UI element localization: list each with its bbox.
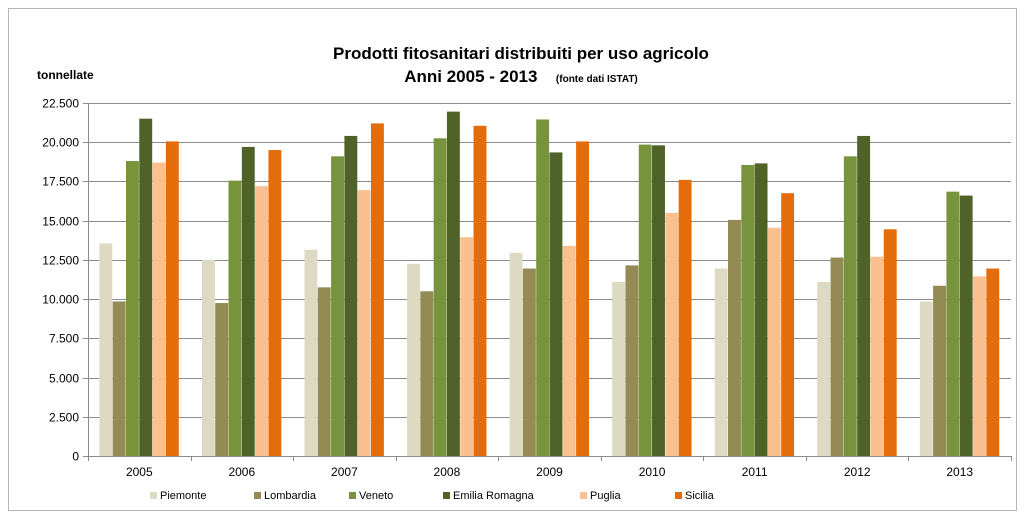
bar <box>304 249 318 456</box>
legend-label: Lombardia <box>264 490 317 502</box>
legend-label: Veneto <box>359 490 393 502</box>
bar <box>870 256 884 456</box>
bar <box>625 265 639 456</box>
bars <box>99 111 1000 457</box>
x-tick-label: 2011 <box>742 465 768 479</box>
bar <box>344 135 358 456</box>
y-tick-label: 7.500 <box>49 332 79 346</box>
legend-swatch <box>580 492 587 499</box>
bar <box>883 229 897 456</box>
bar <box>201 259 215 456</box>
bar <box>473 125 487 456</box>
bar <box>407 263 420 456</box>
bar <box>830 257 844 456</box>
bar-chart: Prodotti fitosanitari distribuiti per us… <box>37 44 1012 502</box>
bar <box>714 268 728 456</box>
bar <box>165 141 179 456</box>
chart-frame: Prodotti fitosanitari distribuiti per us… <box>8 8 1017 511</box>
bar <box>331 156 344 456</box>
y-tick-label: 22.500 <box>42 97 79 111</box>
axes: 0 2.500 5.000 7.500 10.000 12.500 15.000 17.500… <box>42 97 1012 479</box>
bar <box>99 243 113 456</box>
bar <box>562 245 576 456</box>
bar <box>767 227 781 456</box>
bar <box>139 118 153 456</box>
y-tick-label: 5.000 <box>49 372 79 386</box>
bar <box>986 268 1000 456</box>
y-tick-label: 15.000 <box>42 215 79 229</box>
source-note: (fonte dati ISTAT) <box>556 74 638 85</box>
bar <box>268 150 282 456</box>
chart-subtitle-line: Anni 2005 - 2013 (fonte dati ISTAT) <box>404 67 638 86</box>
y-tick-label: 20.000 <box>42 136 79 150</box>
bar <box>665 212 679 456</box>
bar <box>228 180 242 456</box>
bar <box>509 252 523 456</box>
legend-swatch <box>349 492 356 499</box>
x-tick-label: 2010 <box>639 465 666 479</box>
legend-swatch <box>675 492 682 499</box>
y-tick-label: 12.500 <box>42 254 79 268</box>
legend-swatch <box>254 492 261 499</box>
x-tick-label: 2007 <box>331 465 358 479</box>
bar <box>317 287 331 456</box>
bar <box>741 164 755 456</box>
legend-label: Piemonte <box>160 490 206 502</box>
y-tick-label: 0 <box>72 450 79 464</box>
legend-swatch <box>150 492 157 499</box>
legend-label: Puglia <box>590 490 621 502</box>
bar <box>460 237 474 456</box>
bar <box>576 141 589 456</box>
y-tick-label: 17.500 <box>42 175 79 189</box>
bar <box>433 138 447 457</box>
bar <box>357 190 371 456</box>
bar <box>612 281 626 456</box>
bar <box>215 303 229 456</box>
bar <box>549 152 563 457</box>
x-tick-label: 2006 <box>228 465 255 479</box>
bar <box>843 156 857 456</box>
bar <box>522 268 536 456</box>
bar <box>446 111 460 456</box>
bar <box>857 135 871 456</box>
bar <box>112 301 126 456</box>
bar <box>255 186 269 456</box>
bar <box>152 162 166 456</box>
bar <box>125 161 139 457</box>
bar <box>781 193 795 456</box>
x-tick-label: 2012 <box>844 465 871 479</box>
bar <box>817 281 831 456</box>
x-tick-label: 2009 <box>536 465 563 479</box>
legend-label: Sicilia <box>685 490 715 502</box>
bar <box>370 123 384 457</box>
bar <box>946 191 960 456</box>
bar <box>420 291 434 456</box>
bar <box>933 285 947 456</box>
y-tick-label: 10.000 <box>42 293 79 307</box>
bar <box>728 219 741 456</box>
bar <box>652 145 665 457</box>
bar <box>973 276 986 456</box>
x-tick-label: 2013 <box>946 465 973 479</box>
bar <box>536 119 550 456</box>
y-tick-label: 2.500 <box>49 411 79 425</box>
legend-swatch <box>443 492 450 499</box>
bar <box>754 163 768 456</box>
x-tick-label: 2005 <box>126 465 153 479</box>
x-tick-label: 2008 <box>434 465 461 479</box>
bar <box>678 179 692 456</box>
chart-subtitle: Anni 2005 - 2013 <box>404 67 537 86</box>
legend: Piemonte Lombardia Veneto Emilia Romagna Pug… <box>150 490 715 502</box>
bar <box>959 195 973 456</box>
bar <box>241 146 255 456</box>
bar <box>919 301 933 456</box>
chart-title: Prodotti fitosanitari distribuiti per us… <box>333 44 709 63</box>
bar <box>638 144 652 456</box>
legend-label: Emilia Romagna <box>453 490 535 502</box>
y-axis-label: tonnellate <box>37 68 94 82</box>
